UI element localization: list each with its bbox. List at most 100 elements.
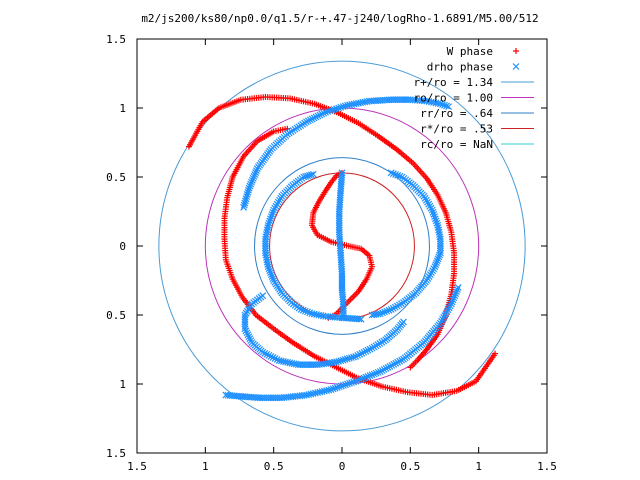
x-tick-label-0: 1.5: [127, 460, 147, 473]
point-s1-a2-68: [265, 351, 273, 359]
point-s1-a3-42: [400, 355, 407, 363]
point-s1-a2-65: [271, 355, 279, 362]
point-s1-a3-55: [374, 368, 382, 376]
point-s1-a0-81: [383, 307, 391, 315]
point-s1-a4-8: [245, 186, 252, 194]
point-s1-a0-82: [381, 308, 389, 316]
point-s1-a2-64: [273, 356, 281, 363]
point-s1-a0-79: [387, 306, 395, 313]
y-tick-label-0: 1.5: [106, 447, 126, 460]
point-s1-a3-72: [339, 381, 347, 389]
point-s1-a2-78: [248, 339, 256, 347]
legend-label-0: W phase: [447, 45, 493, 58]
point-s1-a2-82: [244, 331, 252, 339]
point-s1-a3-54: [376, 368, 384, 376]
point-s1-a1-101: [355, 315, 363, 323]
point-s1-a2-22: [362, 347, 370, 355]
axis-ticks: 1.5 1 0.5 0 0.5 1 1.51.510.500.511.5: [106, 33, 557, 473]
point-s1-a0-28: [431, 213, 438, 221]
point-s1-a4-60: [322, 108, 330, 116]
point-s1-a4-68: [339, 103, 347, 111]
series-1: [222, 96, 462, 402]
point-s1-a1-50: [264, 263, 272, 271]
point-s1-a3-51: [382, 365, 390, 372]
point-s1-a0-26: [429, 208, 437, 216]
data-points: [185, 93, 499, 402]
point-s1-a0-1: [389, 170, 397, 178]
point-s1-a1-49: [264, 260, 272, 268]
point-s1-a1-102: [357, 315, 365, 323]
legend-label-6: rc/ro = NaN: [420, 138, 493, 151]
point-s1-a4-67: [337, 103, 345, 111]
point-s1-a3-0: [454, 283, 462, 291]
point-s1-a3-66: [352, 377, 360, 385]
point-s1-a3-75: [333, 384, 341, 391]
point-s1-a3-62: [360, 374, 368, 382]
point-s1-a3-43: [398, 356, 405, 364]
point-s1-a1-55: [268, 273, 276, 280]
point-s1-a0-88: [368, 311, 376, 319]
point-s1-a2-70: [261, 349, 269, 357]
point-s1-a2-80: [246, 335, 254, 343]
point-s1-a0-87: [370, 311, 378, 319]
point-s1-a0-0: [387, 169, 395, 177]
point-s1-a0-80: [385, 306, 393, 314]
x-tick-label-5: 1: [475, 460, 482, 473]
point-s1-a1-26: [269, 208, 277, 216]
point-s1-a3-52: [380, 366, 388, 373]
point-s1-a2-83: [243, 329, 251, 337]
point-s1-a2-19: [368, 344, 376, 352]
point-s1-a3-47: [390, 360, 398, 368]
point-s1-a4-15: [250, 173, 258, 180]
point-s1-a0-49: [433, 259, 440, 267]
point-s1-a0-3: [394, 171, 402, 179]
point-s1-a3-76: [331, 384, 339, 392]
point-s1-a1-2: [306, 171, 313, 179]
legend-label-2: r+/ro = 1.34: [414, 76, 494, 89]
point-s1-a3-53: [378, 367, 386, 374]
point-s1-a4-13: [248, 176, 256, 184]
point-s1-a3-69: [346, 379, 353, 387]
point-s1-a0-4: [396, 172, 404, 180]
point-s1-a0-45: [436, 251, 444, 259]
point-s1-a4-63: [328, 106, 336, 114]
point-s1-a1-75: [297, 306, 305, 313]
point-s1-a2-31: [343, 355, 351, 363]
point-s1-a3-46: [392, 359, 400, 367]
point-s1-a2-24: [358, 349, 366, 357]
point-s1-a4-3: [241, 197, 249, 205]
legend-sample-1: [512, 63, 520, 70]
point-s1-a4-18: [253, 167, 260, 175]
point-s1-a4-62: [326, 107, 334, 115]
point-s1-a3-60: [364, 372, 372, 380]
point-s1-a2-28: [350, 353, 357, 361]
point-s1-a3-1: [453, 286, 461, 293]
point-s1-a2-66: [269, 354, 277, 361]
x-tick-label-2: 0.5: [264, 460, 284, 473]
point-s0-a1-225: [492, 350, 499, 357]
point-s1-a1-4: [302, 173, 310, 180]
point-s1-a5-64: [339, 314, 347, 322]
point-s1-a4-59: [320, 109, 328, 117]
point-s1-a3-2: [453, 288, 460, 295]
point-s1-a3-70: [344, 380, 351, 388]
point-s1-a1-76: [299, 306, 307, 314]
point-s1-a0-2: [392, 171, 399, 178]
point-s1-a4-14: [249, 174, 257, 182]
point-s1-a4-16: [251, 171, 259, 178]
point-s1-a3-65: [354, 377, 362, 384]
point-s1-a1-52: [266, 267, 274, 275]
point-s1-a2-29: [347, 354, 355, 362]
point-s1-a0-47: [434, 255, 442, 263]
point-s1-a0-25: [428, 206, 436, 214]
point-s1-a0-83: [379, 309, 386, 317]
point-s1-a4-116: [445, 103, 453, 111]
point-s1-a4-0: [240, 203, 248, 211]
point-s1-a2-30: [345, 354, 353, 362]
legend-sample-0: [513, 48, 519, 54]
point-s1-a1-54: [267, 271, 275, 279]
point-s1-a1-25: [270, 206, 278, 214]
point-s1-a1-56: [269, 275, 277, 282]
point-s1-a3-6: [449, 296, 457, 304]
